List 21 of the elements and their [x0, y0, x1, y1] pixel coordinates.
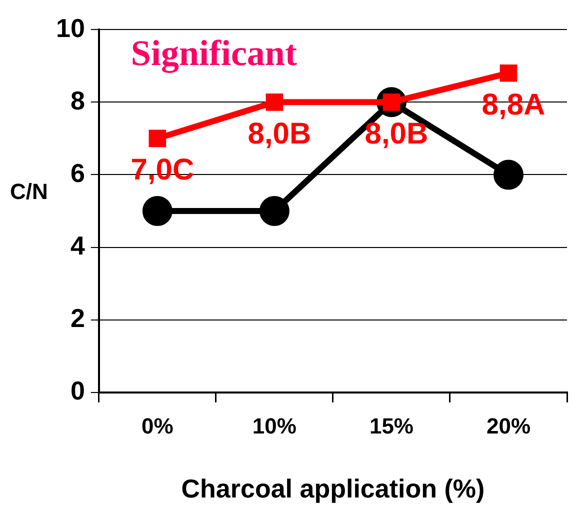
point [259, 196, 290, 226]
y-tick-label: 10 [56, 12, 85, 43]
annotation: Significant [130, 32, 297, 73]
point [148, 130, 166, 148]
point [500, 64, 518, 82]
x-tick-label: 20% [486, 414, 531, 439]
point [493, 160, 524, 190]
y-tick-label: 4 [70, 230, 86, 260]
x-axis-title: Charcoal application (%) [181, 474, 485, 504]
data-label: 8,0B [364, 117, 428, 150]
x-tick-label: 10% [252, 414, 296, 439]
point [142, 196, 172, 226]
y-tick-label: 6 [70, 158, 85, 188]
y-tick-label: 0 [70, 376, 85, 406]
data-label: 8,0B [248, 117, 312, 150]
y-tick-label: 8 [70, 85, 85, 116]
x-tick-label: 15% [369, 414, 414, 439]
y-axis-title: C/N [10, 178, 48, 204]
x-tick-label: 0% [142, 414, 174, 439]
point [266, 94, 284, 111]
y-tick-label: 2 [70, 303, 85, 334]
